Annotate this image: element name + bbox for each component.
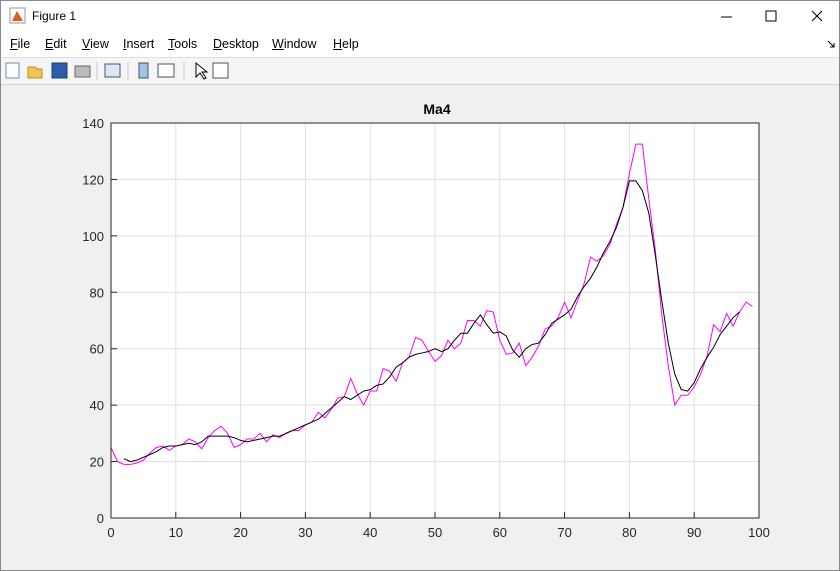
x-tick-label: 0: [107, 525, 114, 540]
x-tick-label: 60: [493, 525, 507, 540]
save-icon[interactable]: [51, 62, 68, 79]
legend-icon[interactable]: [157, 63, 175, 78]
y-tick-label: 80: [90, 285, 104, 300]
app-icon-shape: [12, 11, 23, 21]
window-title: Figure 1: [32, 9, 77, 23]
y-tick-label: 40: [90, 398, 104, 413]
menu-item[interactable]: Desktop: [213, 37, 259, 51]
menu-item[interactable]: Tools: [168, 37, 198, 51]
x-tick-label: 70: [557, 525, 571, 540]
x-tick-label: 50: [428, 525, 442, 540]
menu-item[interactable]: View: [82, 37, 109, 51]
x-tick-label: 100: [748, 525, 770, 540]
y-tick-label: 140: [82, 116, 104, 131]
toolbar-icons: [5, 61, 229, 80]
menu-arrow-icon: [827, 40, 835, 48]
axes-box: [110, 122, 760, 519]
toolbar: [1, 58, 839, 85]
y-tick-label: 120: [82, 172, 104, 187]
maximize-button[interactable]: [765, 10, 777, 22]
y-tick-label: 60: [90, 342, 104, 357]
menu-item[interactable]: Insert: [123, 37, 155, 51]
title-bar-icons: [9, 7, 823, 24]
colorbar-icon[interactable]: [138, 62, 149, 79]
x-tick-label: 80: [622, 525, 636, 540]
menu-arrow: [827, 40, 835, 48]
title-bar: Figure 1: [1, 1, 839, 31]
x-tick-label: 10: [169, 525, 183, 540]
open-icon[interactable]: [27, 66, 43, 79]
chart-title: Ma4: [423, 101, 450, 117]
y-tick-label: 100: [82, 229, 104, 244]
property-icon[interactable]: [212, 62, 229, 79]
data-line: [123, 180, 740, 463]
y-tick-label: 0: [97, 511, 104, 526]
data-line: [110, 143, 753, 465]
pointer-icon[interactable]: [195, 61, 209, 80]
x-tick-label: 20: [233, 525, 247, 540]
close-button[interactable]: [811, 10, 823, 22]
x-tick-label: 40: [363, 525, 377, 540]
y-tick-label: 20: [90, 455, 104, 470]
x-tick-label: 90: [687, 525, 701, 540]
new-icon[interactable]: [5, 62, 20, 79]
print-icon[interactable]: [74, 65, 91, 78]
menu-item[interactable]: File: [10, 37, 31, 51]
menu-item[interactable]: Window: [272, 37, 317, 51]
menu-item[interactable]: Edit: [45, 37, 67, 51]
x-tick-label: 30: [298, 525, 312, 540]
menu-item[interactable]: Help: [333, 37, 359, 51]
link-icon[interactable]: [104, 63, 121, 78]
menu-bar: File Edit View Insert Tools Desktop Window Help: [1, 31, 839, 58]
